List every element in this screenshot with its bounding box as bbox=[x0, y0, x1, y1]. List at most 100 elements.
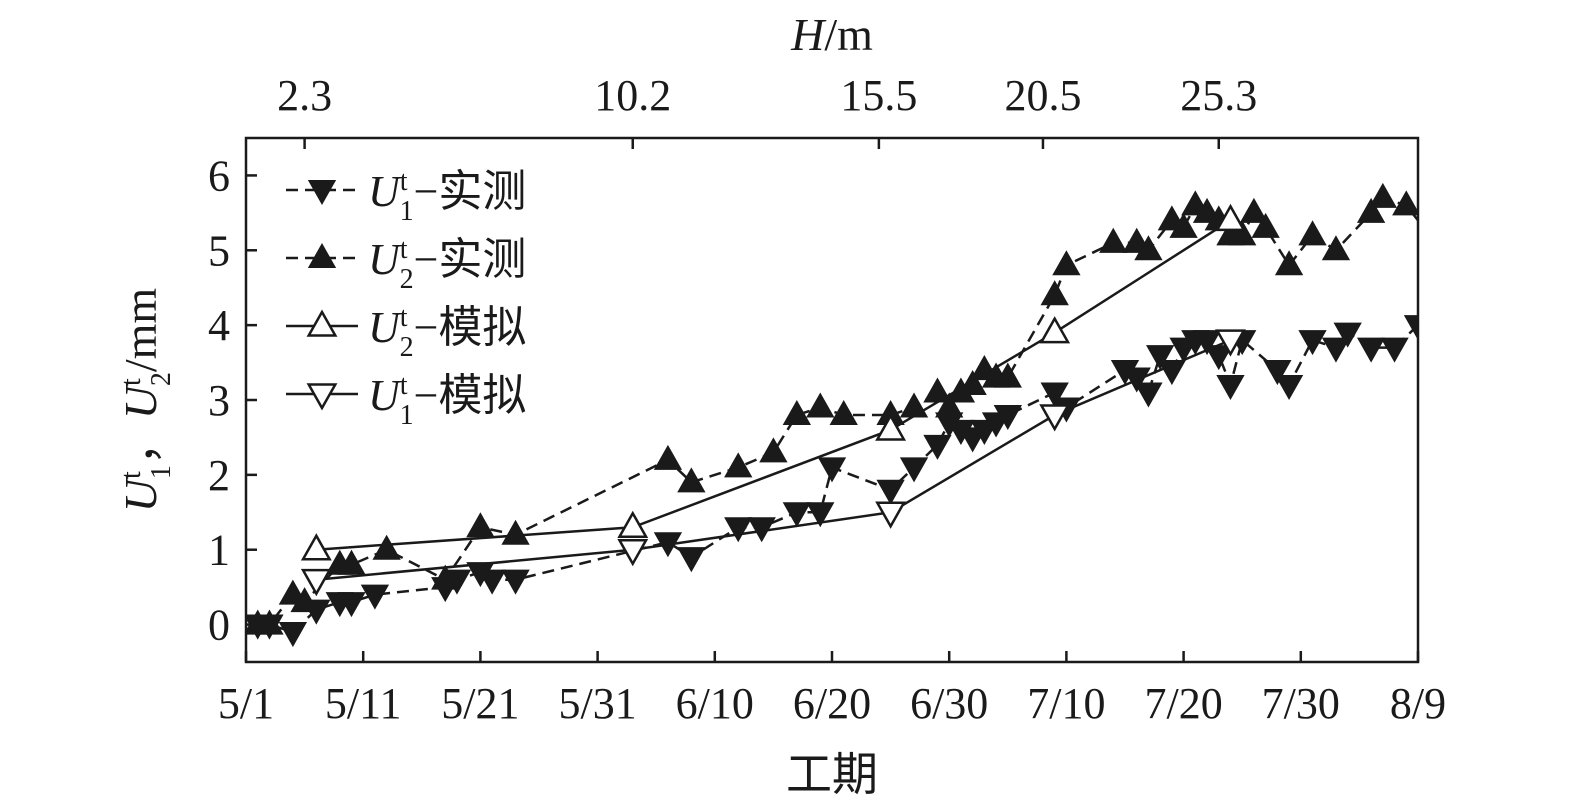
data-point bbox=[817, 457, 847, 483]
x-tick-label: 7/20 bbox=[1144, 679, 1222, 728]
y-tick-label: 5 bbox=[208, 226, 230, 275]
legend-label-sub: 2 bbox=[400, 332, 414, 363]
data-point bbox=[501, 569, 530, 595]
top-tick-label: 15.5 bbox=[840, 71, 917, 120]
data-point bbox=[1333, 322, 1362, 348]
data-point bbox=[1392, 190, 1418, 216]
data-point bbox=[1356, 197, 1386, 223]
legend-label-sup: t bbox=[400, 234, 408, 265]
data-point bbox=[1039, 404, 1071, 432]
legend-label-suffix: −实测 bbox=[414, 235, 527, 284]
data-point bbox=[278, 622, 308, 648]
data-point bbox=[337, 592, 366, 618]
data-point bbox=[1169, 212, 1198, 238]
data-point bbox=[829, 399, 858, 425]
x-tick-label: 6/30 bbox=[910, 679, 988, 728]
data-point bbox=[501, 519, 530, 545]
data-point bbox=[677, 547, 706, 573]
data-point bbox=[993, 404, 1022, 430]
y-label-u2-sup: t bbox=[116, 378, 147, 386]
data-point bbox=[806, 502, 835, 528]
series-3 bbox=[300, 203, 1246, 561]
data-point bbox=[466, 512, 495, 538]
legend-entry: Ut 2−实测 bbox=[286, 234, 526, 295]
x-tick-label: 6/20 bbox=[793, 679, 871, 728]
data-point bbox=[617, 538, 649, 567]
data-point bbox=[875, 501, 907, 529]
data-point bbox=[1040, 280, 1069, 306]
legend-label-suffix: −实测 bbox=[414, 167, 527, 216]
legend-label: Ut 1−实测 bbox=[368, 166, 526, 227]
legend-label-base: U bbox=[368, 167, 403, 216]
data-point bbox=[372, 534, 401, 560]
legend-entry: Ut 2−模拟 bbox=[286, 302, 526, 363]
legend-label-sup: t bbox=[400, 370, 408, 401]
data-point bbox=[255, 609, 284, 635]
legend-entry: Ut 1−模拟 bbox=[286, 370, 526, 431]
data-point bbox=[360, 584, 390, 610]
data-point bbox=[1099, 227, 1128, 253]
data-point bbox=[782, 399, 811, 425]
legend-label: Ut 2−模拟 bbox=[368, 302, 526, 363]
legend-label-sup: t bbox=[400, 166, 408, 197]
legend-label-sub: 1 bbox=[400, 400, 414, 431]
series-1 bbox=[246, 315, 1418, 648]
top-tick-label: 2.3 bbox=[277, 71, 332, 120]
data-point bbox=[1215, 203, 1246, 232]
data-point bbox=[899, 392, 929, 418]
top-axis-label-base: H bbox=[790, 9, 827, 60]
series-2 bbox=[246, 182, 1455, 635]
x-tick-label: 5/21 bbox=[441, 679, 519, 728]
y-tick-label: 2 bbox=[208, 451, 230, 500]
data-point bbox=[1040, 382, 1069, 408]
data-point bbox=[1134, 235, 1163, 261]
top-axis-label: H/m bbox=[790, 9, 873, 60]
y-label-u2-base: U bbox=[115, 383, 166, 419]
top-tick-label: 20.5 bbox=[1004, 71, 1081, 120]
y-axis-label: Ut1，Ut2/mm bbox=[115, 288, 177, 513]
data-point bbox=[1251, 212, 1280, 238]
data-point bbox=[806, 392, 835, 418]
legend-marker bbox=[307, 242, 337, 269]
y-label-u1-sub: 1 bbox=[146, 465, 177, 479]
x-tick-label: 5/1 bbox=[218, 679, 274, 728]
data-point bbox=[923, 434, 952, 460]
axes-group: 5/1 5/11 5/21 5/31 6/10 6/20 6/30 7/10 7/20 7/30 8… bbox=[208, 71, 1446, 728]
x-tick-label: 7/30 bbox=[1262, 679, 1340, 728]
data-point bbox=[935, 392, 964, 418]
data-point bbox=[1039, 316, 1071, 344]
legend-label-suffix: −模拟 bbox=[414, 371, 527, 420]
y-label-u2-sub: 2 bbox=[146, 372, 177, 386]
y-label-u1-base: U bbox=[115, 476, 166, 512]
data-point bbox=[290, 587, 319, 613]
y-label-unit: /mm bbox=[115, 288, 166, 373]
data-point bbox=[1368, 182, 1397, 208]
legend-label-sub: 2 bbox=[400, 264, 414, 295]
data-point bbox=[724, 517, 753, 543]
y-tick-label: 4 bbox=[208, 301, 230, 350]
y-label-u1-sup: t bbox=[116, 471, 147, 479]
legend-label: Ut 2−实测 bbox=[368, 234, 526, 295]
data-point bbox=[1380, 337, 1409, 363]
legend-marker bbox=[306, 309, 338, 337]
data-point bbox=[1403, 315, 1418, 341]
x-tick-label: 5/11 bbox=[325, 679, 402, 728]
data-point bbox=[993, 362, 1022, 388]
data-point bbox=[653, 444, 683, 470]
plot-area bbox=[246, 182, 1455, 648]
top-axis-label-unit: /m bbox=[824, 9, 873, 60]
legend-label-suffix: −模拟 bbox=[414, 303, 527, 352]
data-point bbox=[1215, 329, 1246, 357]
legend-label-base: U bbox=[368, 235, 403, 284]
data-point bbox=[1321, 235, 1351, 261]
y-label-sep: ， bbox=[115, 419, 166, 465]
data-point bbox=[1428, 236, 1455, 260]
data-point bbox=[724, 452, 753, 478]
y-tick-label: 0 bbox=[208, 601, 230, 650]
data-point bbox=[1216, 375, 1245, 401]
y-tick-label: 6 bbox=[208, 151, 230, 200]
legend-marker bbox=[306, 383, 338, 411]
data-point bbox=[431, 564, 460, 590]
